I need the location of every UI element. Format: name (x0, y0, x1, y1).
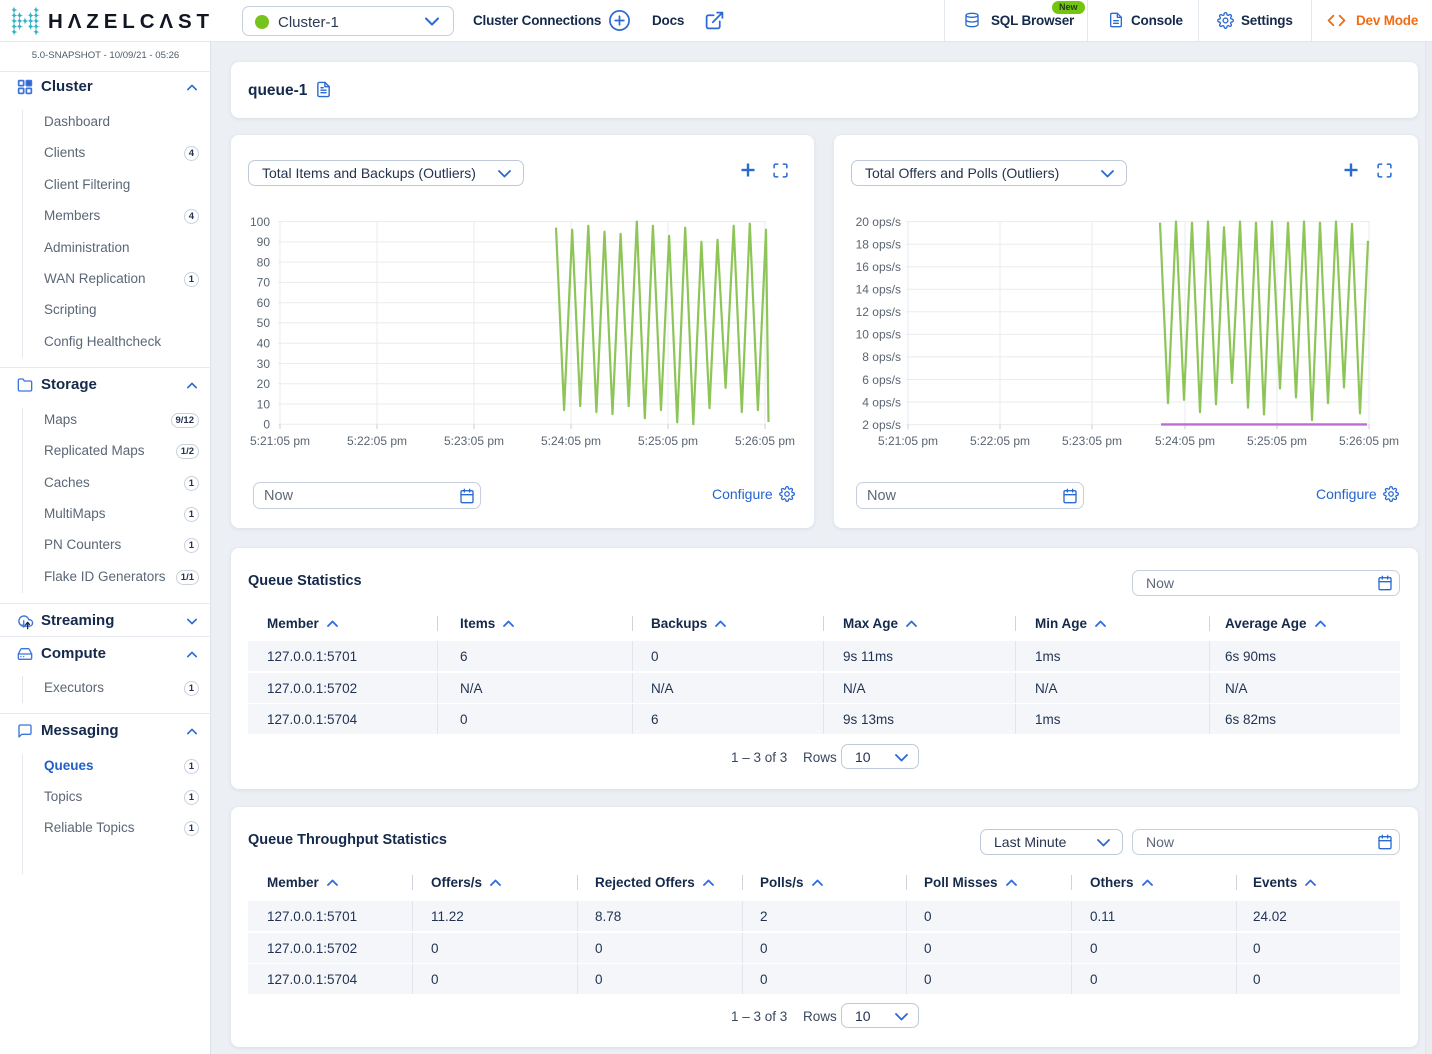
svg-text:5:22:05 pm: 5:22:05 pm (970, 434, 1030, 448)
svg-text:12 ops/s: 12 ops/s (856, 305, 901, 319)
svg-text:5:26:05 pm: 5:26:05 pm (735, 434, 795, 448)
svg-text:6 ops/s: 6 ops/s (862, 373, 901, 387)
svg-text:5:25:05 pm: 5:25:05 pm (638, 434, 698, 448)
svg-text:5:22:05 pm: 5:22:05 pm (347, 434, 407, 448)
svg-text:100: 100 (250, 215, 270, 229)
svg-text:5:26:05 pm: 5:26:05 pm (1339, 434, 1399, 448)
svg-text:0: 0 (263, 418, 270, 432)
svg-text:5:24:05 pm: 5:24:05 pm (541, 434, 601, 448)
svg-text:10: 10 (257, 397, 271, 411)
svg-text:5:23:05 pm: 5:23:05 pm (1062, 434, 1122, 448)
svg-text:4 ops/s: 4 ops/s (862, 395, 901, 409)
svg-text:20: 20 (257, 377, 271, 391)
svg-text:20 ops/s: 20 ops/s (856, 215, 901, 229)
svg-text:5:25:05 pm: 5:25:05 pm (1247, 434, 1307, 448)
svg-text:5:21:05 pm: 5:21:05 pm (250, 434, 310, 448)
svg-text:80: 80 (257, 255, 271, 269)
svg-text:18 ops/s: 18 ops/s (856, 238, 901, 252)
svg-text:50: 50 (257, 316, 271, 330)
svg-text:10 ops/s: 10 ops/s (856, 328, 901, 342)
svg-text:14 ops/s: 14 ops/s (856, 283, 901, 297)
svg-text:40: 40 (257, 337, 271, 351)
svg-text:60: 60 (257, 296, 271, 310)
svg-text:8 ops/s: 8 ops/s (862, 350, 901, 364)
svg-text:5:21:05 pm: 5:21:05 pm (878, 434, 938, 448)
svg-text:5:23:05 pm: 5:23:05 pm (444, 434, 504, 448)
svg-text:2 ops/s: 2 ops/s (862, 418, 901, 432)
svg-text:5:24:05 pm: 5:24:05 pm (1155, 434, 1215, 448)
svg-text:16 ops/s: 16 ops/s (856, 260, 901, 274)
svg-text:30: 30 (257, 357, 271, 371)
svg-text:70: 70 (257, 276, 271, 290)
svg-text:90: 90 (257, 235, 271, 249)
